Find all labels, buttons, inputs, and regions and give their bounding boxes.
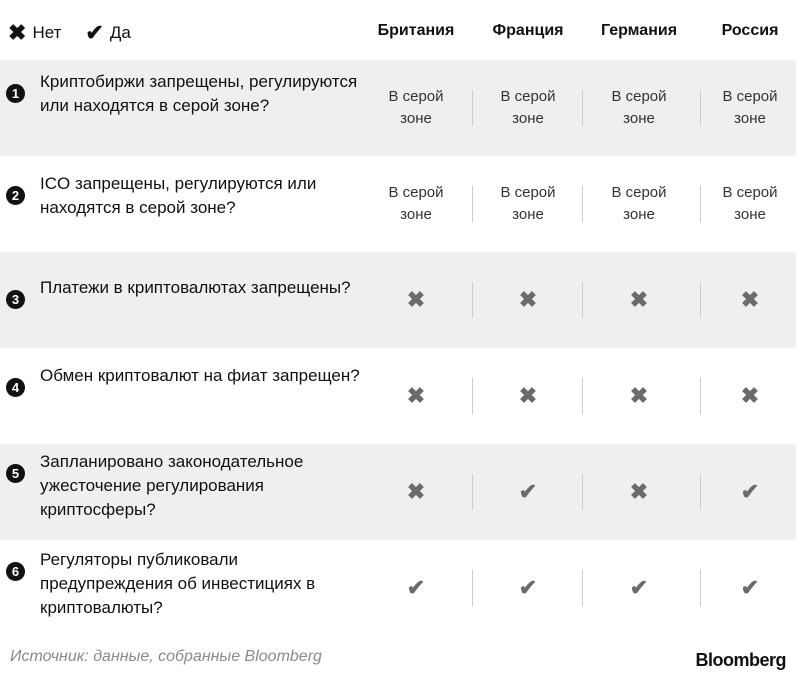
- x-icon: ✖: [406, 383, 426, 408]
- grey-zone-label: В серой зоне: [388, 88, 444, 127]
- row-number-badge: 6: [6, 562, 25, 581]
- column-header: Франция: [492, 22, 564, 39]
- table-cell: ✖: [361, 444, 471, 540]
- column-divider: [472, 186, 473, 222]
- column-divider: [582, 570, 583, 606]
- table-cell: ✖: [584, 348, 694, 444]
- table-cell: ✖: [695, 348, 800, 444]
- check-icon: ✔: [740, 575, 760, 600]
- table-cell: ✔: [473, 540, 583, 636]
- check-icon: ✔: [85, 20, 104, 45]
- table-row: 2 ICO запрещены, регулируются или находят…: [0, 156, 796, 252]
- row-number-badge: 3: [6, 290, 25, 309]
- row-question: Обмен криптовалют на фиат запрещен?: [40, 366, 360, 385]
- table-cell: ✖: [584, 444, 694, 540]
- table-cell: ✔: [695, 444, 800, 540]
- row-number-badge: 2: [6, 186, 25, 205]
- grey-zone-label: В серой зоне: [611, 88, 667, 127]
- grey-zone-label: В серой зоне: [722, 184, 778, 223]
- table-cell: В серой зоне: [361, 60, 471, 156]
- check-icon: ✔: [518, 479, 538, 504]
- column-divider: [582, 282, 583, 318]
- table-cell: ✖: [584, 252, 694, 348]
- row-question: Регуляторы публиковали предупреждения об…: [40, 550, 316, 617]
- table-cell: ✔: [361, 540, 471, 636]
- table-row: 3 Платежи в криптовалютах запрещены? ✖ ✖ ✖ ✖: [0, 252, 796, 348]
- x-icon: ✖: [629, 479, 649, 504]
- table-cell: ✔: [695, 540, 800, 636]
- column-divider: [700, 90, 701, 126]
- column-divider: [472, 282, 473, 318]
- column-divider: [472, 570, 473, 606]
- check-icon: ✔: [406, 575, 426, 600]
- x-icon: ✖: [8, 20, 27, 45]
- table-cell: В серой зоне: [695, 156, 800, 252]
- x-icon: ✖: [629, 287, 649, 312]
- x-icon: ✖: [740, 383, 760, 408]
- legend-no-label: Нет: [32, 23, 62, 42]
- table-cell: В серой зоне: [473, 156, 583, 252]
- table-cell: ✔: [473, 444, 583, 540]
- check-icon: ✔: [518, 575, 538, 600]
- x-icon: ✖: [629, 383, 649, 408]
- grey-zone-label: В серой зоне: [722, 88, 778, 127]
- column-divider: [582, 378, 583, 414]
- table-cell: ✔: [584, 540, 694, 636]
- x-icon: ✖: [406, 479, 426, 504]
- check-icon: ✔: [629, 575, 649, 600]
- legend-yes-label: Да: [109, 23, 131, 42]
- column-divider: [582, 90, 583, 126]
- x-icon: ✖: [518, 383, 538, 408]
- table-cell: ✖: [361, 348, 471, 444]
- column-header: Россия: [721, 22, 779, 39]
- table-row: 4 Обмен криптовалют на фиат запрещен? ✖ ✖ ✖ ✖: [0, 348, 796, 444]
- row-question: ICO запрещены, регулируются или находятс…: [40, 174, 317, 217]
- row-number-badge: 1: [6, 84, 25, 103]
- column-divider: [472, 378, 473, 414]
- table-cell: В серой зоне: [473, 60, 583, 156]
- row-number-badge: 5: [6, 464, 25, 483]
- column-header: Британия: [377, 22, 455, 39]
- source-note: Источник: данные, собранные Bloomberg: [10, 648, 322, 665]
- table-cell: ✖: [361, 252, 471, 348]
- row-number-badge: 4: [6, 378, 25, 397]
- row-question: Криптобиржи запрещены, регулируются или …: [40, 72, 358, 115]
- column-divider: [582, 186, 583, 222]
- column-divider: [700, 378, 701, 414]
- column-divider: [700, 186, 701, 222]
- table-cell: ✖: [695, 252, 800, 348]
- x-icon: ✖: [518, 287, 538, 312]
- check-icon: ✔: [740, 479, 760, 504]
- table-row: 1 Криптобиржи запрещены, регулируются или…: [0, 60, 796, 156]
- row-question: Запланировано законодательное ужесточени…: [40, 452, 304, 519]
- grey-zone-label: В серой зоне: [611, 184, 667, 223]
- x-icon: ✖: [406, 287, 426, 312]
- column-header: Германия: [600, 22, 678, 39]
- table-cell: В серой зоне: [584, 60, 694, 156]
- column-divider: [472, 90, 473, 126]
- table-cell: В серой зоне: [361, 156, 471, 252]
- table-cell: ✖: [473, 252, 583, 348]
- grey-zone-label: В серой зоне: [388, 184, 444, 223]
- column-divider: [700, 474, 701, 510]
- x-icon: ✖: [740, 287, 760, 312]
- table-row: 6 Регуляторы публиковали предупреждения о…: [0, 540, 796, 636]
- column-divider: [582, 474, 583, 510]
- table-cell: В серой зоне: [584, 156, 694, 252]
- bloomberg-logo: Bloomberg: [695, 650, 786, 670]
- grey-zone-label: В серой зоне: [500, 88, 556, 127]
- legend: ✖ Нет ✔ Да: [8, 20, 131, 46]
- table-cell: ✖: [473, 348, 583, 444]
- table-cell: В серой зоне: [695, 60, 800, 156]
- column-divider: [700, 282, 701, 318]
- row-question: Платежи в криптовалютах запрещены?: [40, 278, 351, 297]
- column-divider: [472, 474, 473, 510]
- grey-zone-label: В серой зоне: [500, 184, 556, 223]
- column-divider: [700, 570, 701, 606]
- table-row: 5 Запланировано законодательное ужесточен…: [0, 444, 796, 540]
